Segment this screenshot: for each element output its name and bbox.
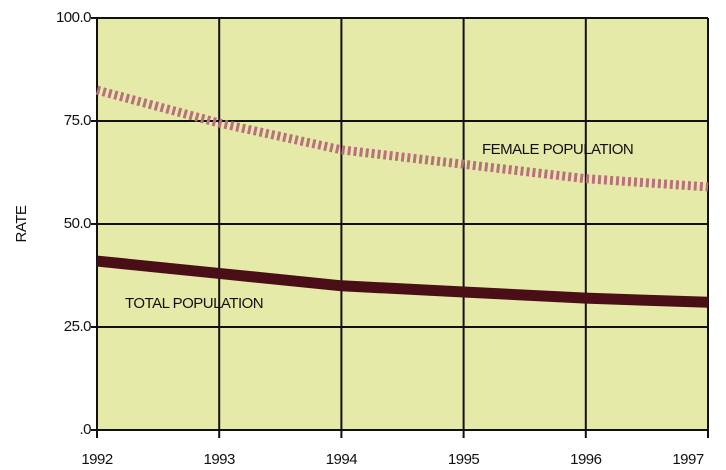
x-tick-label: 1997 [672,451,704,468]
y-tick-label: 50.0 [64,215,91,232]
x-tick-label: 1995 [448,451,480,468]
y-axis-label: RATE [13,205,30,242]
line-series [95,85,709,192]
y-tick-label: 100.0 [56,9,91,26]
series-label: TOTAL POPULATION [125,295,263,312]
x-tick-label: 1992 [81,451,113,468]
y-tick-label: 25.0 [64,318,91,335]
x-tick-label: 1993 [204,451,236,468]
series-label: FEMALE POPULATION [482,141,633,158]
y-tick-label: .0 [79,421,91,438]
y-tick-label: 75.0 [64,112,91,129]
line-series [96,255,709,308]
x-tick-label: 1996 [570,451,602,468]
x-tick-label: 1994 [326,451,358,468]
